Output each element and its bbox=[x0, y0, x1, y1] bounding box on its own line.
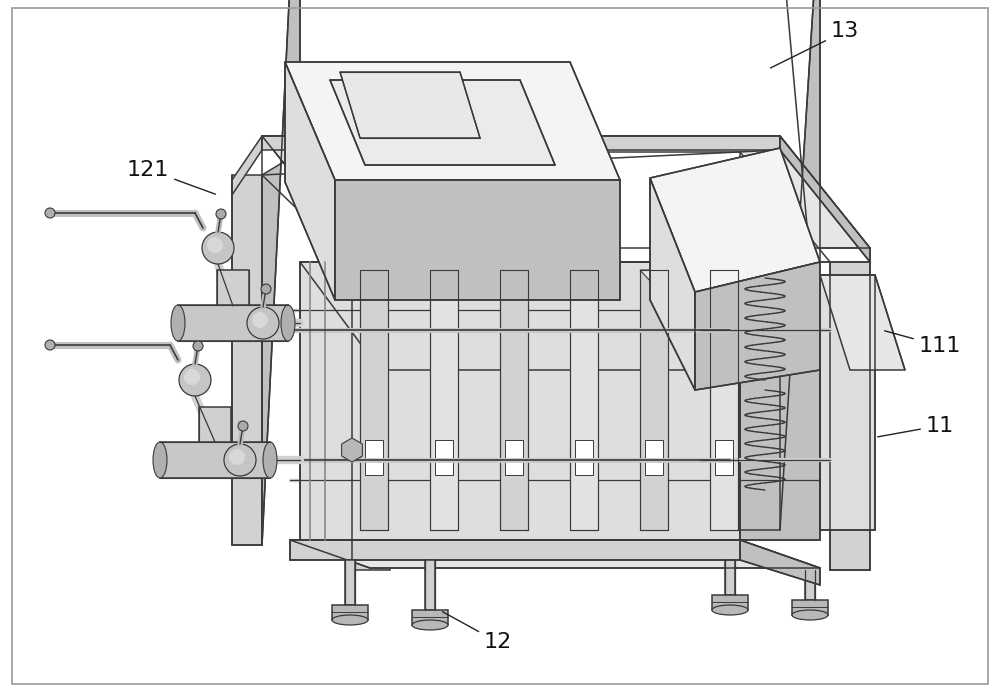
Polygon shape bbox=[290, 540, 820, 568]
Ellipse shape bbox=[263, 442, 277, 478]
Polygon shape bbox=[217, 270, 249, 305]
Text: 11: 11 bbox=[878, 416, 954, 437]
Circle shape bbox=[247, 307, 279, 339]
Polygon shape bbox=[330, 80, 555, 165]
Polygon shape bbox=[725, 560, 735, 595]
Circle shape bbox=[45, 208, 55, 218]
Circle shape bbox=[224, 444, 256, 476]
Polygon shape bbox=[352, 262, 390, 570]
Ellipse shape bbox=[792, 610, 828, 620]
Circle shape bbox=[202, 232, 234, 264]
Ellipse shape bbox=[171, 305, 185, 341]
Polygon shape bbox=[830, 262, 870, 570]
Polygon shape bbox=[178, 305, 288, 341]
Polygon shape bbox=[430, 270, 458, 530]
Polygon shape bbox=[340, 72, 480, 138]
Polygon shape bbox=[160, 442, 270, 478]
Polygon shape bbox=[792, 600, 828, 615]
Polygon shape bbox=[710, 270, 738, 530]
Polygon shape bbox=[332, 605, 368, 620]
Ellipse shape bbox=[712, 605, 748, 615]
Polygon shape bbox=[575, 440, 593, 475]
Polygon shape bbox=[650, 178, 695, 390]
Polygon shape bbox=[645, 440, 663, 475]
Polygon shape bbox=[345, 560, 355, 605]
Circle shape bbox=[216, 209, 226, 219]
Polygon shape bbox=[780, 136, 870, 262]
Polygon shape bbox=[365, 440, 383, 475]
Circle shape bbox=[184, 369, 200, 385]
Polygon shape bbox=[300, 152, 830, 262]
Polygon shape bbox=[430, 270, 469, 282]
Polygon shape bbox=[710, 270, 749, 282]
Polygon shape bbox=[715, 440, 733, 475]
Polygon shape bbox=[570, 270, 609, 282]
Polygon shape bbox=[232, 136, 262, 195]
Text: 111: 111 bbox=[885, 331, 961, 356]
Polygon shape bbox=[360, 270, 388, 530]
Polygon shape bbox=[740, 540, 820, 585]
Polygon shape bbox=[435, 440, 453, 475]
Polygon shape bbox=[820, 275, 875, 530]
Polygon shape bbox=[695, 262, 820, 390]
Circle shape bbox=[261, 284, 271, 294]
Polygon shape bbox=[505, 440, 523, 475]
Text: 13: 13 bbox=[770, 21, 859, 68]
Circle shape bbox=[179, 364, 211, 396]
Ellipse shape bbox=[332, 615, 368, 625]
Ellipse shape bbox=[281, 305, 295, 341]
Polygon shape bbox=[570, 270, 598, 530]
Polygon shape bbox=[500, 270, 528, 530]
Polygon shape bbox=[285, 62, 620, 180]
Circle shape bbox=[229, 449, 245, 465]
Ellipse shape bbox=[412, 620, 448, 630]
Polygon shape bbox=[740, 262, 820, 540]
Polygon shape bbox=[360, 270, 399, 282]
Polygon shape bbox=[640, 270, 679, 282]
Ellipse shape bbox=[153, 442, 167, 478]
Polygon shape bbox=[262, 136, 780, 150]
Circle shape bbox=[252, 312, 268, 328]
Polygon shape bbox=[740, 150, 780, 530]
Text: 12: 12 bbox=[442, 612, 512, 652]
Polygon shape bbox=[300, 262, 820, 370]
Polygon shape bbox=[232, 175, 262, 545]
Circle shape bbox=[193, 341, 203, 351]
Polygon shape bbox=[300, 262, 740, 540]
Polygon shape bbox=[640, 270, 668, 530]
Polygon shape bbox=[335, 180, 620, 300]
Polygon shape bbox=[820, 275, 905, 370]
Polygon shape bbox=[285, 62, 335, 300]
Polygon shape bbox=[262, 0, 300, 545]
Polygon shape bbox=[199, 407, 231, 442]
Polygon shape bbox=[500, 270, 539, 282]
Circle shape bbox=[238, 421, 248, 431]
Polygon shape bbox=[412, 610, 448, 625]
Text: 121: 121 bbox=[127, 160, 215, 194]
Polygon shape bbox=[805, 570, 815, 600]
Polygon shape bbox=[425, 560, 435, 610]
Circle shape bbox=[207, 237, 223, 253]
Polygon shape bbox=[712, 595, 748, 610]
Polygon shape bbox=[780, 0, 820, 530]
Polygon shape bbox=[290, 540, 740, 560]
Circle shape bbox=[45, 340, 55, 350]
Polygon shape bbox=[650, 148, 820, 292]
Polygon shape bbox=[262, 136, 870, 248]
